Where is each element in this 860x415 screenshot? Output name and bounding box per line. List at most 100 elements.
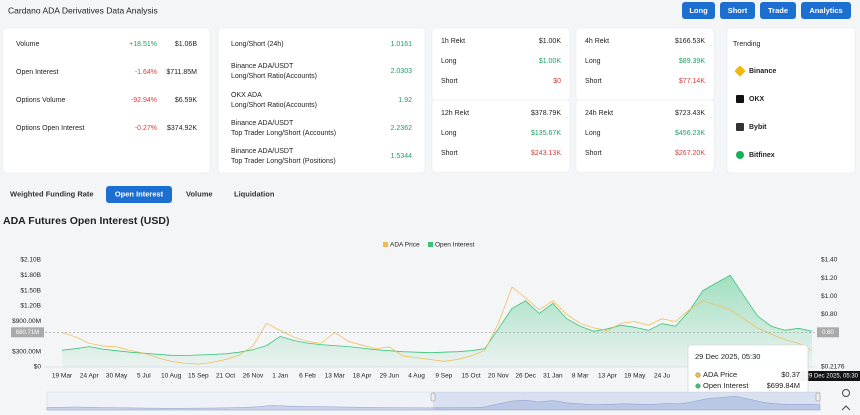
legend-label: ADA Price: [390, 242, 420, 249]
ratio-sub: Long/Short Ratio(Accounts): [231, 73, 317, 80]
x-tick-label: 15 Oct: [462, 373, 481, 380]
exchange-name[interactable]: Bybit: [749, 124, 767, 131]
x-tick-label: 8 Mar: [572, 373, 589, 380]
crosshair-label-box: [817, 327, 839, 338]
metric-change: +18.51%: [129, 41, 157, 48]
rekt-total: $723.43K: [675, 110, 705, 117]
nav-button[interactable]: [720, 2, 755, 19]
metric-value: $6.59K: [175, 97, 198, 104]
tab[interactable]: Volume: [186, 189, 213, 198]
rekt-short: $267.20K: [675, 150, 705, 157]
crosshair-x-label: 29 Dec 2025, 05:30: [806, 374, 859, 380]
x-tick-label: 24 Apr: [80, 373, 100, 380]
navigator-handle[interactable]: [815, 392, 821, 402]
panel: [726, 27, 856, 174]
nav-button[interactable]: [801, 2, 851, 19]
collapse-icon[interactable]: [841, 405, 851, 411]
series-line: [61, 274, 813, 356]
x-tick-label: 13 Mar: [325, 373, 346, 380]
metric-change: -1.64%: [135, 69, 157, 76]
page-title: Cardano ADA Derivatives Data Analysis: [8, 5, 158, 15]
rekt-short-label: Short: [585, 150, 602, 157]
ratio-value: 1.0161: [391, 41, 413, 48]
rekt-short: $77.14K: [679, 78, 705, 85]
tab-active[interactable]: [106, 186, 172, 203]
y-tick-label: $0: [34, 364, 42, 371]
x-tick-label: 20 Nov: [488, 373, 509, 380]
rekt-long: $89.39K: [679, 58, 705, 65]
metric-label: Options Open Interest: [16, 125, 85, 132]
tab[interactable]: Open Interest: [115, 189, 164, 198]
tooltip-dot: [695, 383, 701, 389]
rekt-long: $135.67K: [531, 130, 561, 137]
rekt-total: $378.79K: [531, 110, 561, 117]
y-tick-label: $1.20B: [20, 303, 41, 310]
navigator-area: [46, 396, 821, 411]
series-line: [61, 286, 813, 365]
rekt-long-label: Long: [585, 130, 601, 137]
nav-button[interactable]: [682, 2, 715, 19]
crosshair-y2-label: 0.60: [822, 330, 834, 336]
navigator-handle[interactable]: [430, 392, 436, 402]
exchange-icon: [736, 123, 744, 131]
exchange-name[interactable]: OKX: [749, 96, 765, 103]
trending-title: Trending: [733, 41, 760, 48]
exchange-name[interactable]: Binance: [749, 68, 776, 75]
y-tick-label: $900.00M: [12, 318, 41, 325]
ratio-sub: Top Trader Long/Short (Accounts): [231, 130, 336, 137]
y2-tick-label: $1.20: [821, 275, 838, 282]
rekt-title: 24h Rekt: [585, 110, 613, 117]
x-tick-label: 10 Aug: [161, 373, 182, 380]
legend-swatch: [428, 242, 433, 247]
ratio-label: Long/Short (24h): [231, 41, 284, 48]
ratio-value: 1.92: [398, 97, 412, 104]
metric-label: Volume: [16, 41, 39, 48]
x-tick-label: 15 Sep: [188, 373, 209, 380]
tab[interactable]: Weighted Funding Rate: [10, 189, 94, 198]
x-tick-label: 24 Ju: [654, 373, 670, 380]
metric-value: $1.06B: [175, 41, 198, 48]
rekt-total: $1.00K: [539, 38, 562, 45]
nav-button-label: Analytics: [809, 6, 842, 15]
panel: [575, 99, 715, 173]
ratio-value: 2.2362: [391, 125, 413, 132]
y2-tick-label: $0.80: [821, 311, 838, 318]
ratio-label: Binance ADA/USDT: [231, 120, 294, 127]
nav-button-label: Long: [689, 6, 708, 15]
ratio-label: Binance ADA/USDT: [231, 63, 294, 70]
x-tick-label: 5 Jul: [137, 373, 151, 380]
x-tick-label: 18 Apr: [353, 373, 373, 380]
y-tick-label: $2.10B: [20, 257, 41, 264]
tooltip-series: ADA Price: [703, 370, 737, 379]
x-tick-label: 31 Jan: [543, 373, 563, 380]
x-tick-label: 26 Dec: [515, 373, 536, 380]
ratio-value: 1.5344: [391, 153, 413, 160]
nav-button-label: Short: [728, 6, 748, 15]
tooltip-value: $0.37: [781, 370, 800, 379]
x-tick-label: 19 May: [624, 373, 646, 380]
navigator-selection: [433, 392, 820, 410]
x-tick-label: 19 Mar: [52, 373, 73, 380]
nav-button[interactable]: [760, 2, 796, 19]
rekt-long-label: Long: [585, 58, 601, 65]
exchange-name[interactable]: Bitfinex: [749, 152, 775, 159]
ratio-sub: Top Trader Long/Short (Positions): [231, 158, 336, 165]
rekt-short-label: Short: [441, 150, 458, 157]
tab[interactable]: Liquidation: [234, 189, 275, 198]
crosshair-label: 680.71M: [16, 330, 39, 336]
area: [62, 275, 812, 367]
panel: [431, 99, 571, 173]
x-tick-label: 4 Aug: [408, 373, 425, 380]
settings-icon[interactable]: [842, 389, 850, 397]
x-tick-label: 13 Apr: [598, 373, 618, 380]
metric-label: Options Volume: [16, 97, 66, 104]
exchange-icon: [736, 95, 744, 103]
tooltip-series: Open Interest: [703, 381, 749, 390]
rekt-long-label: Long: [441, 58, 457, 65]
y-tick-label: $300.00M: [12, 348, 41, 355]
legend-swatch: [383, 242, 388, 247]
rekt-long-label: Long: [441, 130, 457, 137]
x-tick-label: 9 Sep: [435, 373, 452, 380]
